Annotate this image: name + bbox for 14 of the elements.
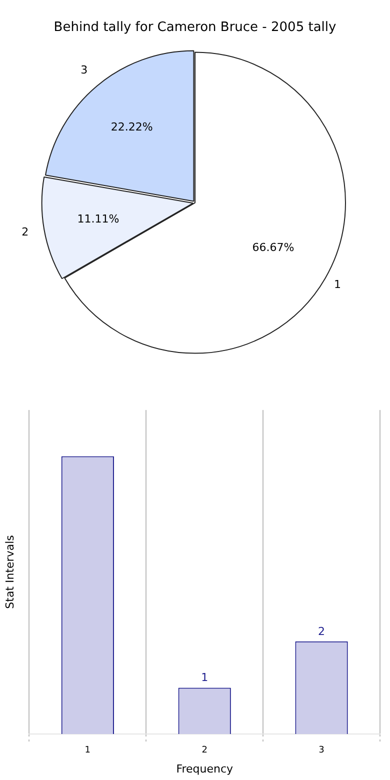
data-label: 66.67%	[252, 240, 294, 254]
data-label: 22.22%	[110, 120, 153, 134]
slice-label: 1	[334, 278, 341, 291]
x-tick-label: 2	[202, 746, 208, 756]
y-axis-title: Stat Intervals	[3, 534, 16, 609]
slice-label: 2	[22, 226, 29, 239]
x-axis-title: Frequency	[176, 762, 234, 776]
data-label: 11.11%	[77, 212, 120, 226]
x-tick-label: 3	[318, 746, 324, 756]
chart-title: Behind tally for Cameron Bruce - 2005 tally	[54, 20, 337, 36]
data-label: 2	[318, 624, 326, 638]
x-tick-label: 1	[84, 746, 91, 756]
slice-label: 3	[80, 64, 88, 77]
data-label: 1	[201, 671, 208, 684]
